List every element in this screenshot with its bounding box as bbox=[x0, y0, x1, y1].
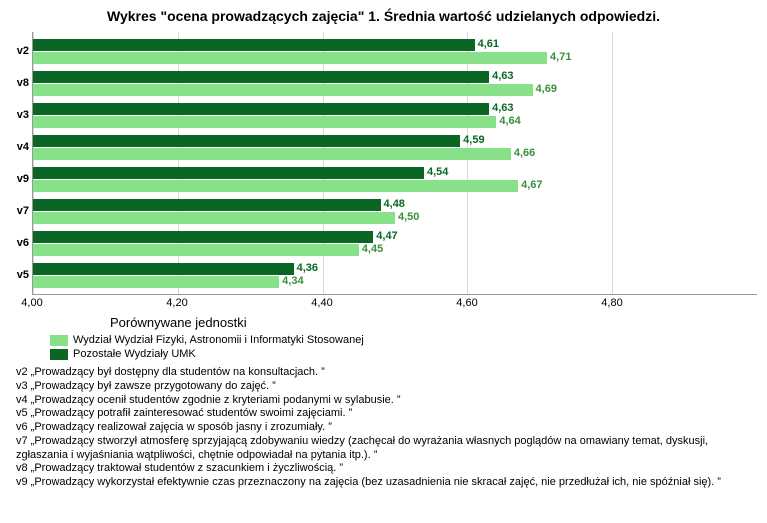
bar-value-label: 4,66 bbox=[514, 147, 535, 159]
note-line: v4 „Prowadzący ocenił studentów zgodnie … bbox=[16, 394, 751, 408]
bar-group: 4,614,71 bbox=[33, 35, 757, 67]
legend-label: Wydział Wydział Fizyki, Astronomii i Inf… bbox=[73, 334, 364, 346]
note-line: v6 „Prowadzący realizował zajęcia w spos… bbox=[16, 421, 751, 435]
bar: 4,64 bbox=[33, 116, 496, 128]
bar: 4,66 bbox=[33, 148, 511, 160]
bar: 4,45 bbox=[33, 244, 359, 256]
bar: 4,63 bbox=[33, 103, 489, 115]
bar-value-label: 4,45 bbox=[362, 243, 383, 255]
bar-value-label: 4,36 bbox=[297, 262, 318, 274]
x-axis: 4,004,204,404,604,80 bbox=[32, 295, 757, 313]
bar-value-label: 4,67 bbox=[521, 179, 542, 191]
note-line: v5 „Prowadzący potrafił zainteresować st… bbox=[16, 407, 751, 421]
bar-value-label: 4,47 bbox=[376, 230, 397, 242]
legend-swatch bbox=[50, 335, 68, 346]
bar: 4,34 bbox=[33, 276, 279, 288]
bar-group: 4,594,66 bbox=[33, 131, 757, 163]
bar-row: 4,66 bbox=[33, 148, 757, 160]
note-line: v7 „Prowadzący stworzył atmosferę sprzyj… bbox=[16, 435, 751, 463]
bar: 4,36 bbox=[33, 263, 294, 275]
y-label: v3 bbox=[10, 99, 32, 131]
legend-label: Pozostałe Wydziały UMK bbox=[73, 348, 196, 360]
bar-value-label: 4,61 bbox=[478, 38, 499, 50]
plot-area: 4,614,714,634,694,634,644,594,664,544,67… bbox=[32, 32, 757, 295]
y-label: v8 bbox=[10, 67, 32, 99]
x-tick-label: 4,40 bbox=[311, 297, 332, 309]
bar: 4,71 bbox=[33, 52, 547, 64]
note-line: v9 „Prowadzący wykorzystał efektywnie cz… bbox=[16, 476, 751, 490]
bar-row: 4,63 bbox=[33, 103, 757, 115]
bar: 4,67 bbox=[33, 180, 518, 192]
bar-row: 4,54 bbox=[33, 167, 757, 179]
bar-row: 4,61 bbox=[33, 39, 757, 51]
y-label: v5 bbox=[10, 259, 32, 291]
bar: 4,47 bbox=[33, 231, 373, 243]
bar-row: 4,67 bbox=[33, 180, 757, 192]
bar-group: 4,634,64 bbox=[33, 99, 757, 131]
bar-value-label: 4,48 bbox=[384, 198, 405, 210]
bar-value-label: 4,59 bbox=[463, 134, 484, 146]
bar-group: 4,474,45 bbox=[33, 227, 757, 259]
bar: 4,69 bbox=[33, 84, 533, 96]
bar-row: 4,48 bbox=[33, 199, 757, 211]
bar: 4,48 bbox=[33, 199, 381, 211]
legend: Wydział Wydział Fizyki, Astronomii i Inf… bbox=[50, 334, 757, 360]
note-line: v8 „Prowadzący traktował studentów z sza… bbox=[16, 462, 751, 476]
chart-container: Wykres "ocena prowadzących zajęcia" 1. Ś… bbox=[0, 0, 767, 498]
bar-row: 4,34 bbox=[33, 276, 757, 288]
bar-group: 4,544,67 bbox=[33, 163, 757, 195]
y-label: v6 bbox=[10, 227, 32, 259]
bar-group: 4,484,50 bbox=[33, 195, 757, 227]
x-tick-label: 4,80 bbox=[601, 297, 622, 309]
bar-value-label: 4,50 bbox=[398, 211, 419, 223]
note-line: v2 „Prowadzący był dostępny dla studentó… bbox=[16, 366, 751, 380]
x-tick-label: 4,60 bbox=[456, 297, 477, 309]
bar-row: 4,63 bbox=[33, 71, 757, 83]
bar-value-label: 4,64 bbox=[499, 115, 520, 127]
bar-group: 4,634,69 bbox=[33, 67, 757, 99]
x-tick-label: 4,20 bbox=[166, 297, 187, 309]
chart-body: v2v8v3v4v9v7v6v5 4,614,714,634,694,634,6… bbox=[10, 32, 757, 295]
notes: v2 „Prowadzący był dostępny dla studentó… bbox=[16, 366, 751, 490]
bar: 4,50 bbox=[33, 212, 395, 224]
bar-row: 4,59 bbox=[33, 135, 757, 147]
y-label: v2 bbox=[10, 35, 32, 67]
bar-rows: 4,614,714,634,694,634,644,594,664,544,67… bbox=[33, 32, 757, 294]
bar-value-label: 4,69 bbox=[536, 83, 557, 95]
bar-value-label: 4,63 bbox=[492, 70, 513, 82]
legend-item: Pozostałe Wydziały UMK bbox=[50, 348, 757, 360]
bar: 4,54 bbox=[33, 167, 424, 179]
x-tick-label: 4,00 bbox=[21, 297, 42, 309]
bar: 4,61 bbox=[33, 39, 475, 51]
bar-row: 4,50 bbox=[33, 212, 757, 224]
legend-swatch bbox=[50, 349, 68, 360]
bar-value-label: 4,34 bbox=[282, 275, 303, 287]
bar-row: 4,71 bbox=[33, 52, 757, 64]
bar-row: 4,64 bbox=[33, 116, 757, 128]
y-label: v4 bbox=[10, 131, 32, 163]
bar: 4,63 bbox=[33, 71, 489, 83]
bar-value-label: 4,63 bbox=[492, 102, 513, 114]
y-axis-labels: v2v8v3v4v9v7v6v5 bbox=[10, 32, 32, 295]
note-line: v3 „Prowadzący był zawsze przygotowany d… bbox=[16, 380, 751, 394]
bar-row: 4,45 bbox=[33, 244, 757, 256]
bar-group: 4,364,34 bbox=[33, 259, 757, 291]
legend-title: Porównywane jednostki bbox=[110, 315, 757, 330]
legend-item: Wydział Wydział Fizyki, Astronomii i Inf… bbox=[50, 334, 757, 346]
y-label: v7 bbox=[10, 195, 32, 227]
bar-value-label: 4,71 bbox=[550, 51, 571, 63]
bar-value-label: 4,54 bbox=[427, 166, 448, 178]
y-label: v9 bbox=[10, 163, 32, 195]
bar-row: 4,69 bbox=[33, 84, 757, 96]
bar: 4,59 bbox=[33, 135, 460, 147]
bar-row: 4,36 bbox=[33, 263, 757, 275]
chart-title: Wykres "ocena prowadzących zajęcia" 1. Ś… bbox=[10, 8, 757, 24]
bar-row: 4,47 bbox=[33, 231, 757, 243]
